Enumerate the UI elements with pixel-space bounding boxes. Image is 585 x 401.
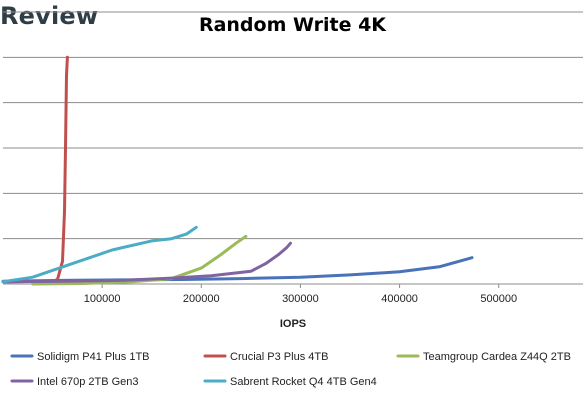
- x-tick-label: 400000: [381, 293, 418, 305]
- legend-item: Sabrent Rocket Q4 4TB Gen4: [203, 376, 377, 388]
- legend-label: Crucial P3 Plus 4TB: [230, 351, 328, 363]
- legend-label: Intel 670p 2TB Gen3: [37, 376, 139, 388]
- series-lines: [1, 55, 474, 286]
- legend-label: Solidigm P41 Plus 1TB: [37, 351, 150, 363]
- legend-item: Solidigm P41 Plus 1TB: [10, 351, 150, 363]
- series-line-4: [1, 241, 292, 284]
- legend-label: Teamgroup Cardea Z44Q 2TB: [423, 351, 571, 363]
- x-tick-label: 200000: [183, 293, 220, 305]
- series-line-3: [31, 234, 248, 286]
- legend-item: Teamgroup Cardea Z44Q 2TB: [396, 351, 571, 363]
- site-logo: Review: [0, 2, 99, 30]
- series-line-2: [1, 55, 69, 284]
- x-tick-label: 500000: [480, 293, 517, 305]
- x-tick-label: 100000: [84, 293, 121, 305]
- legend-item: Intel 670p 2TB Gen3: [10, 376, 139, 388]
- legend: Solidigm P41 Plus 1TB Crucial P3 Plus 4TB…: [10, 351, 571, 388]
- legend-item: Crucial P3 Plus 4TB: [203, 351, 328, 363]
- x-axis-title: IOPS: [280, 318, 306, 330]
- series-line-1: [1, 256, 474, 283]
- gridlines: [3, 11, 583, 240]
- series-line-5: [1, 225, 198, 284]
- x-tick-label: 300000: [282, 293, 319, 305]
- chart-title: Random Write 4K: [198, 14, 387, 36]
- legend-label: Sabrent Rocket Q4 4TB Gen4: [230, 376, 377, 388]
- x-tick-labels: 100000 200000 300000 400000 500000: [84, 293, 517, 305]
